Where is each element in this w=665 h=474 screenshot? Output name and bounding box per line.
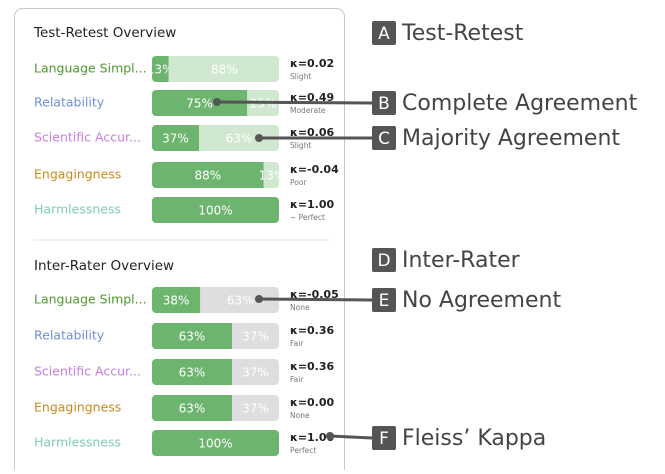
kappa-level: Slight — [290, 72, 311, 81]
letter: E — [379, 291, 390, 311]
segment-label: 63% — [227, 294, 254, 308]
bar-segment — [152, 197, 279, 223]
kappa-level: None — [290, 303, 310, 312]
kappa: κ=-0.04 — [290, 163, 339, 176]
annotation-text: Complete Agreement — [402, 91, 638, 116]
bar: 37% 63% — [152, 125, 279, 151]
segment-label: 37% — [242, 366, 269, 380]
annotation-text: No Agreement — [402, 288, 561, 313]
row-label: Relatability — [34, 328, 105, 343]
letter-box — [372, 248, 396, 272]
kappa: κ=1.00 — [290, 198, 335, 211]
segment-label: 63% — [179, 402, 206, 416]
leader-line — [329, 434, 373, 440]
kappa: κ=0.02 — [290, 57, 334, 70]
kappa: κ=0.36 — [290, 360, 335, 373]
row-label: Relatability — [34, 95, 105, 110]
letter-box — [372, 91, 396, 115]
kappa-level: Fair — [290, 339, 304, 348]
bar: 88% 13% — [152, 162, 286, 188]
segment-label: 38% — [163, 294, 190, 308]
leader-dot — [326, 432, 334, 440]
kappa: κ=0.36 — [290, 324, 335, 337]
bar: 100% — [152, 430, 279, 456]
segment-label: 75% — [186, 97, 213, 111]
row-label: Language Simpl... — [34, 292, 147, 307]
segment-label: 88% — [195, 169, 222, 183]
leader-line — [216, 100, 373, 105]
segment-label: 13% — [259, 169, 286, 183]
letter-box — [372, 126, 396, 150]
letter: A — [378, 24, 390, 44]
bar-segment — [152, 162, 264, 188]
segment-label: 13% — [147, 63, 174, 77]
segment-label: 63% — [179, 330, 206, 344]
kappa-level: Moderate — [290, 106, 326, 115]
segment-label: 37% — [162, 132, 189, 146]
segment-label: 63% — [179, 366, 206, 380]
kappa-level: Poor — [290, 178, 307, 187]
panel-title: Inter-Rater Overview — [34, 258, 174, 274]
letter: B — [378, 94, 390, 114]
annotation-text: Majority Agreement — [402, 126, 620, 151]
kappa: κ=1.00 — [290, 431, 335, 444]
letter: D — [377, 251, 390, 271]
bar-segment — [152, 395, 233, 421]
annotation-text: Fleiss’ Kappa — [402, 426, 546, 451]
bar-segment — [232, 323, 279, 349]
letter: F — [379, 429, 389, 449]
kappa-level: ~ Perfect — [290, 213, 325, 222]
letter: C — [378, 129, 390, 149]
segment-label: 88% — [211, 63, 238, 77]
kappa-level: Slight — [290, 141, 311, 150]
bar-segment — [152, 359, 233, 385]
bar-segment — [152, 125, 199, 151]
card — [14, 8, 345, 474]
bar: 100% — [152, 197, 279, 223]
segment-label: 37% — [242, 330, 269, 344]
row-label: Engagingness — [34, 400, 121, 415]
bar-segment — [168, 56, 279, 82]
row-label: Scientific Accur... — [34, 364, 141, 379]
leader-line — [258, 297, 373, 302]
leader-dot — [255, 134, 263, 142]
letter-box — [372, 21, 396, 45]
segment-label: 100% — [198, 204, 232, 218]
bar: 13% 88% — [147, 56, 279, 82]
row-label: Harmlessness — [34, 202, 121, 217]
segment-label: 63% — [226, 132, 253, 146]
row-label: Language Simpl... — [34, 61, 147, 76]
letter-box — [372, 426, 396, 450]
bar: 63% 37% — [152, 395, 279, 421]
kappa: κ=0.00 — [290, 396, 335, 409]
bar-segment — [232, 359, 279, 385]
panel-title: Test-Retest Overview — [33, 25, 176, 41]
kappa: κ=0.49 — [290, 91, 334, 104]
annotation-text: Test-Retest — [401, 21, 524, 46]
bar-segment — [232, 395, 279, 421]
leader-dot — [213, 98, 221, 106]
annotation-text: Inter-Rater — [402, 248, 521, 273]
kappa-level: None — [290, 411, 310, 420]
bar: 63% 37% — [152, 323, 279, 349]
bar-segment — [152, 56, 169, 82]
leader-dot — [255, 295, 263, 303]
segment-label: 100% — [198, 437, 232, 451]
bar-segment — [152, 430, 279, 456]
bar-segment — [152, 287, 201, 313]
row-label: Scientific Accur... — [34, 130, 141, 145]
kappa: κ=-0.05 — [290, 288, 339, 301]
kappa-level: Fair — [290, 375, 304, 384]
bar: 63% 37% — [152, 359, 279, 385]
segment-label: 37% — [242, 402, 269, 416]
kappa: κ=0.06 — [290, 126, 335, 139]
letter-box — [372, 288, 396, 312]
bar: 38% 63% — [152, 287, 279, 313]
row-label: Harmlessness — [34, 435, 121, 450]
kappa-level: Perfect — [290, 446, 316, 455]
row-label: Engagingness — [34, 167, 121, 182]
bar-segment — [152, 323, 233, 349]
bar-segment — [263, 162, 279, 188]
